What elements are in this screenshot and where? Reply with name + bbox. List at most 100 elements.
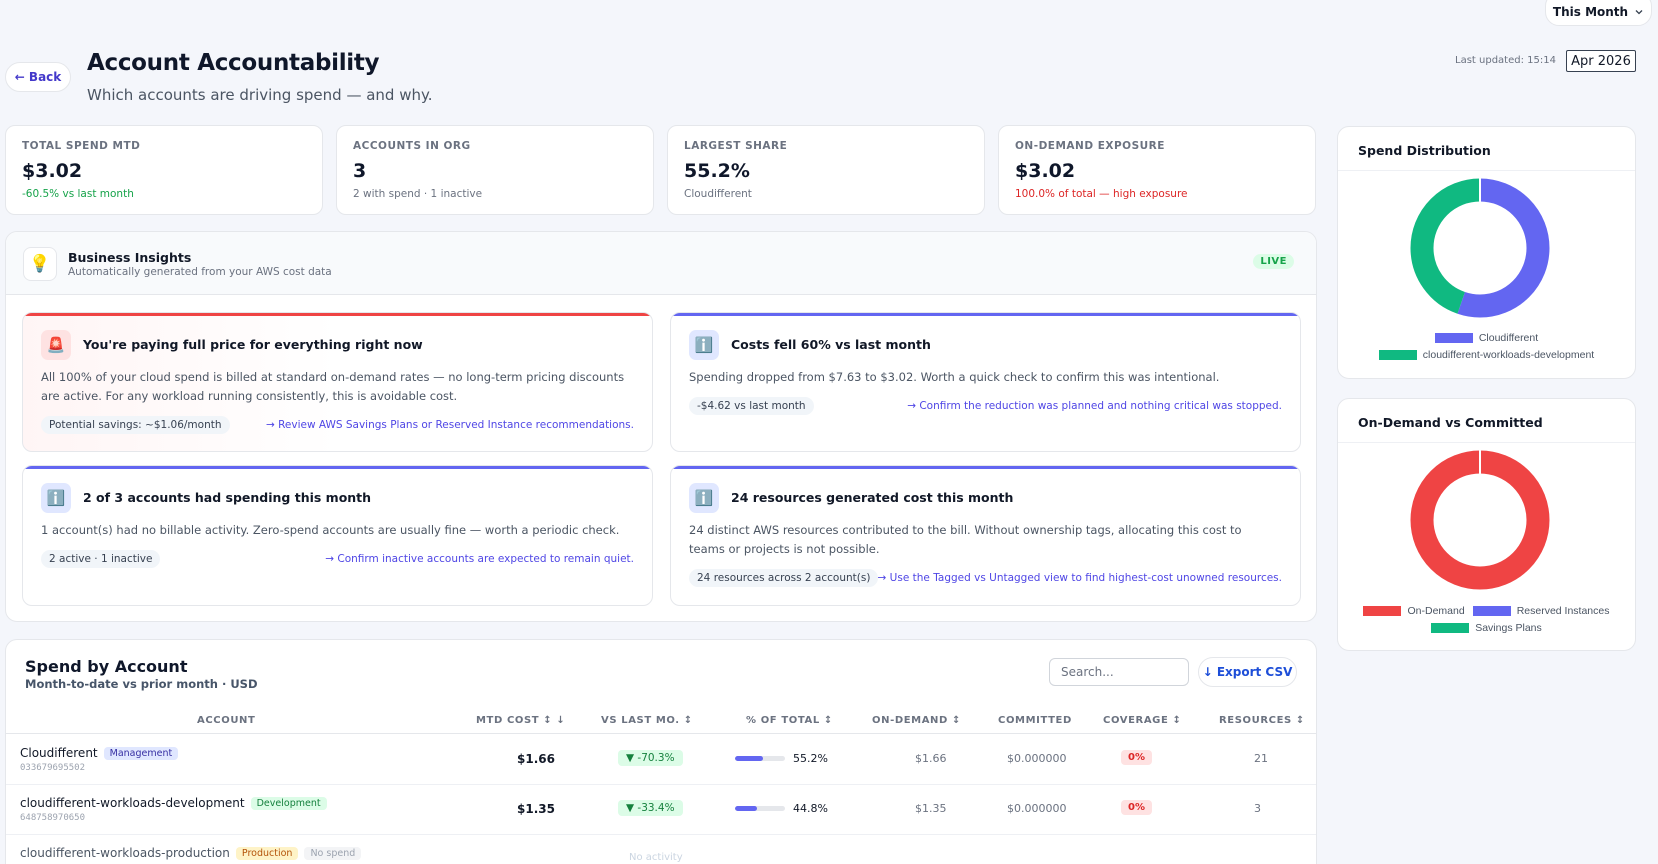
kpi-largest-share: LARGEST SHARE 55.2% Cloudifferent bbox=[667, 125, 985, 215]
no-spend-tag: No spend bbox=[304, 846, 362, 860]
card-title: On-Demand vs Committed bbox=[1338, 399, 1635, 443]
page-subtitle: Which accounts are driving spend — and w… bbox=[87, 86, 433, 104]
kpi-note: 2 with spend · 1 inactive bbox=[353, 188, 483, 200]
pct-of-total: 44.8% bbox=[793, 802, 828, 815]
insight-title: 24 resources generated cost this month bbox=[731, 490, 1014, 505]
insight-link[interactable]: → Confirm inactive accounts are expected… bbox=[325, 553, 634, 565]
insight-body: 24 distinct AWS resources contributed to… bbox=[689, 523, 1242, 556]
account-tag: Management bbox=[103, 746, 179, 760]
col-vs-last-month[interactable]: VS LAST MO. ↕ bbox=[601, 715, 693, 726]
period-dropdown[interactable]: This Month bbox=[1545, 0, 1652, 26]
insights-title: Business Insights bbox=[68, 250, 192, 265]
insight-link[interactable]: → Confirm the reduction was planned and … bbox=[907, 400, 1282, 412]
committed-cost: $0.000000 bbox=[1007, 802, 1067, 815]
table-row[interactable]: cloudifferent-workloads-production Produ… bbox=[6, 835, 1316, 864]
insight-card-costs-fell: ℹ️ Costs fell 60% vs last month Spending… bbox=[670, 312, 1301, 452]
legend-item[interactable]: Savings Plans bbox=[1431, 622, 1542, 634]
insight-body: 1 account(s) had no billable activity. Z… bbox=[41, 523, 620, 537]
insight-chip: 24 resources across 2 account(s) bbox=[689, 569, 879, 587]
table-row[interactable]: Cloudifferent Management 033679695502 $1… bbox=[6, 735, 1316, 785]
card-title: Spend Distribution bbox=[1338, 127, 1635, 171]
coverage-badge: 0% bbox=[1121, 750, 1152, 765]
col-resources[interactable]: RESOURCES ↕ bbox=[1219, 715, 1305, 726]
account-tag: Development bbox=[250, 796, 327, 810]
export-csv-button[interactable]: ↓ Export CSV bbox=[1198, 657, 1297, 687]
insight-link[interactable]: → Review AWS Savings Plans or Reserved I… bbox=[265, 419, 634, 431]
insight-card-full-price: 🚨 You're paying full price for everythin… bbox=[22, 312, 653, 452]
period-label: This Month bbox=[1552, 5, 1629, 19]
mtd-cost: $1.66 bbox=[517, 752, 555, 766]
insight-title: Costs fell 60% vs last month bbox=[731, 337, 931, 352]
month-selector[interactable]: Apr 2026 bbox=[1566, 50, 1636, 72]
kpi-ondemand-exposure: ON-DEMAND EXPOSURE $3.02 100.0% of total… bbox=[998, 125, 1316, 215]
account-name: Cloudifferent Management bbox=[20, 746, 179, 760]
kpi-label: LARGEST SHARE bbox=[684, 140, 788, 152]
kpi-label: ACCOUNTS IN ORG bbox=[353, 140, 471, 152]
insight-chip: 2 active · 1 inactive bbox=[41, 550, 161, 568]
spend-by-account-card: Spend by Account Month-to-date vs prior … bbox=[5, 639, 1317, 864]
kpi-value: $3.02 bbox=[1015, 160, 1076, 182]
table-header: ACCOUNT MTD COST ↕ ↓ VS LAST MO. ↕ % OF … bbox=[6, 706, 1316, 734]
committed-cost: $0.000000 bbox=[1007, 752, 1067, 765]
page-title: Account Accountability bbox=[87, 50, 380, 76]
insight-title: You're paying full price for everything … bbox=[83, 337, 423, 352]
table-row[interactable]: cloudifferent-workloads-development Deve… bbox=[6, 785, 1316, 835]
insight-body: Spending dropped from $7.63 to $3.02. Wo… bbox=[689, 370, 1220, 384]
kpi-note: 100.0% of total — high exposure bbox=[1015, 188, 1188, 200]
col-coverage[interactable]: COVERAGE ↕ bbox=[1103, 715, 1182, 726]
info-icon: ℹ️ bbox=[689, 483, 719, 513]
on-demand-cost: $1.66 bbox=[915, 752, 947, 765]
table-subtitle: Month-to-date vs prior month · USD bbox=[25, 677, 258, 691]
table-title: Spend by Account bbox=[25, 657, 188, 676]
spend-distribution-card: Spend Distribution Cloudifferent cloudif… bbox=[1337, 126, 1636, 379]
kpi-total-spend: TOTAL SPEND MTD $3.02 -60.5% vs last mon… bbox=[5, 125, 323, 215]
on-demand-cost: $1.35 bbox=[915, 802, 947, 815]
chevron-down-icon bbox=[1635, 10, 1643, 15]
siren-icon: 🚨 bbox=[41, 330, 71, 360]
back-button[interactable]: ← Back bbox=[5, 62, 71, 92]
ondemand-committed-card: On-Demand vs Committed On-Demand Reserve… bbox=[1337, 398, 1636, 651]
legend-item[interactable]: Cloudifferent bbox=[1434, 332, 1538, 344]
business-insights-panel: 💡 Business Insights Automatically genera… bbox=[5, 231, 1317, 622]
insight-link[interactable]: → Use the Tagged vs Untagged view to fin… bbox=[877, 572, 1282, 584]
kpi-value: $3.02 bbox=[22, 160, 83, 182]
col-account[interactable]: ACCOUNT bbox=[197, 715, 256, 726]
insights-header: 💡 Business Insights Automatically genera… bbox=[6, 232, 1316, 295]
insight-body: All 100% of your cloud spend is billed a… bbox=[41, 370, 625, 403]
legend-item[interactable]: Reserved Instances bbox=[1472, 605, 1610, 617]
last-updated: Last updated: 15:14 bbox=[1455, 55, 1556, 66]
spend-distribution-donut bbox=[1410, 178, 1550, 318]
pct-bar bbox=[735, 756, 785, 761]
kpi-note: -60.5% vs last month bbox=[22, 188, 134, 200]
resource-count: 3 bbox=[1254, 802, 1261, 815]
col-on-demand[interactable]: ON-DEMAND ↕ bbox=[872, 715, 961, 726]
insight-card-accounts-spending: ℹ️ 2 of 3 accounts had spending this mon… bbox=[22, 465, 653, 606]
spend-distribution-legend: Cloudifferent cloudifferent-workloads-de… bbox=[1338, 332, 1635, 366]
ondemand-committed-legend: On-Demand Reserved Instances Savings Pla… bbox=[1338, 605, 1635, 639]
mtd-cost: $1.35 bbox=[517, 802, 555, 816]
pct-bar bbox=[735, 806, 785, 811]
legend-item[interactable]: cloudifferent-workloads-development bbox=[1378, 349, 1594, 361]
insight-card-resources: ℹ️ 24 resources generated cost this mont… bbox=[670, 465, 1301, 606]
vs-last-month: ▼ -33.4% bbox=[618, 800, 683, 816]
donut-slice-0[interactable] bbox=[1410, 450, 1550, 590]
resource-count: 21 bbox=[1254, 752, 1268, 765]
coverage-badge: 0% bbox=[1121, 800, 1152, 815]
vs-last-month: ▼ -70.3% bbox=[618, 750, 683, 766]
account-id: 033679695502 bbox=[20, 763, 86, 773]
lightbulb-icon: 💡 bbox=[23, 247, 57, 281]
account-id: 648758970650 bbox=[20, 813, 86, 823]
col-pct-total[interactable]: % OF TOTAL ↕ bbox=[746, 715, 833, 726]
info-icon: ℹ️ bbox=[689, 330, 719, 360]
col-mtd-cost[interactable]: MTD COST ↕ ↓ bbox=[476, 715, 566, 726]
insight-chip: -$4.62 vs last month bbox=[689, 397, 814, 415]
kpi-accounts: ACCOUNTS IN ORG 3 2 with spend · 1 inact… bbox=[336, 125, 654, 215]
kpi-label: ON-DEMAND EXPOSURE bbox=[1015, 140, 1165, 152]
info-icon: ℹ️ bbox=[41, 483, 71, 513]
kpi-note: Cloudifferent bbox=[684, 188, 752, 200]
kpi-value: 55.2% bbox=[684, 160, 750, 182]
live-badge: LIVE bbox=[1253, 254, 1294, 269]
search-input[interactable] bbox=[1049, 658, 1189, 686]
legend-item[interactable]: On-Demand bbox=[1363, 605, 1465, 617]
account-tag: Production bbox=[235, 846, 299, 860]
